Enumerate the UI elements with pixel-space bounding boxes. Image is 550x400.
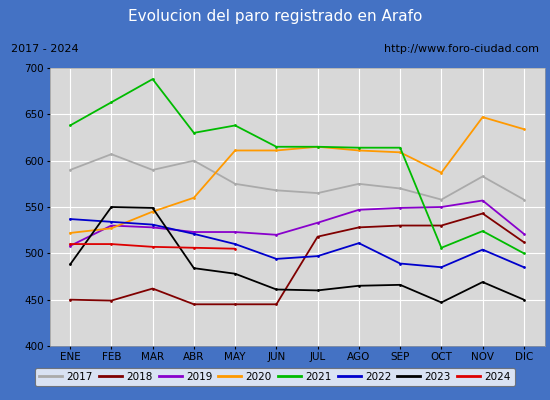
- Text: 2017 - 2024: 2017 - 2024: [11, 44, 79, 54]
- Text: Evolucion del paro registrado en Arafo: Evolucion del paro registrado en Arafo: [128, 10, 422, 24]
- Legend: 2017, 2018, 2019, 2020, 2021, 2022, 2023, 2024: 2017, 2018, 2019, 2020, 2021, 2022, 2023…: [35, 368, 515, 386]
- Text: http://www.foro-ciudad.com: http://www.foro-ciudad.com: [384, 44, 539, 54]
